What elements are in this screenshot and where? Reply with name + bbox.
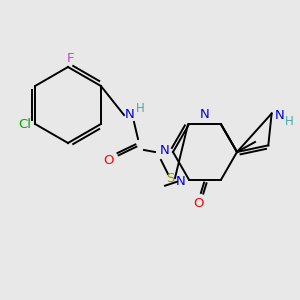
Text: Cl: Cl [19, 118, 32, 130]
Text: N: N [125, 107, 135, 121]
Text: O: O [103, 154, 113, 166]
Text: N: N [176, 175, 186, 188]
Text: N: N [160, 143, 170, 157]
Text: O: O [193, 197, 203, 210]
Text: S: S [166, 172, 174, 184]
Text: F: F [66, 52, 74, 65]
Text: N: N [200, 108, 210, 121]
Text: N: N [275, 109, 284, 122]
Text: H: H [136, 103, 144, 116]
Text: H: H [285, 115, 294, 128]
